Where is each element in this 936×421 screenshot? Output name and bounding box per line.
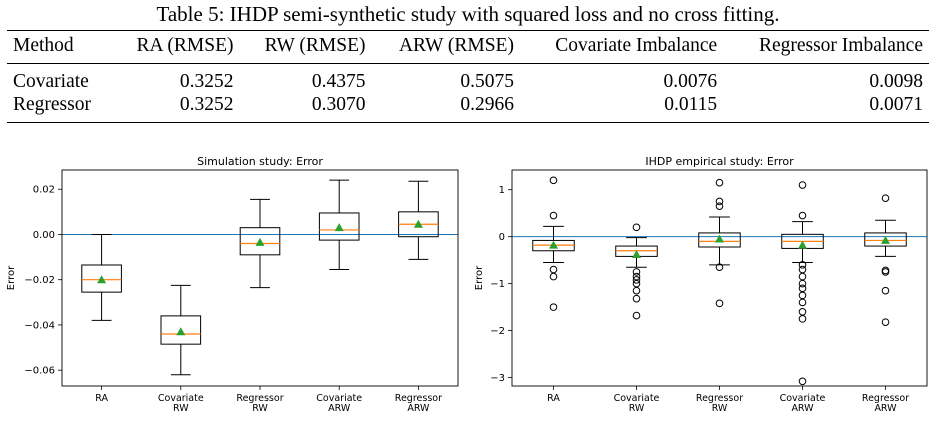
table-cell: 0.5075 [460, 71, 514, 92]
ihdp-empirical-boxplot: IHDP empirical study: Error Error 1 0 −1 −2 −3… [474, 155, 928, 414]
y-tick-label: −0.06 [24, 366, 55, 377]
outlier-point [798, 261, 807, 269]
table-cell: 0.0115 [519, 93, 724, 123]
outlier-point [632, 268, 641, 276]
outlier-point [881, 194, 890, 202]
outlier-point [798, 298, 807, 307]
box-iqr [160, 315, 202, 345]
x-tick-label: Regressor RW [236, 393, 283, 414]
table-cell: 0.3252 [179, 71, 234, 92]
mean-marker [255, 237, 265, 246]
outlier-point [632, 286, 641, 295]
y-tick-label: 0 [499, 232, 505, 243]
y-axis-label: Error [6, 265, 17, 290]
outlier-point [632, 223, 641, 232]
mean-marker [881, 235, 890, 244]
table-cell: 0.0098 [869, 71, 923, 92]
table-cell: 0.0076 [663, 71, 718, 92]
outlier-point [798, 291, 807, 300]
outlier-point [798, 315, 807, 323]
table-cell: 0.0071 [723, 93, 929, 123]
plot-frame [511, 169, 928, 387]
mean-marker [176, 327, 186, 336]
outlier-point [549, 211, 558, 220]
outlier-point [881, 286, 890, 295]
mean-marker [97, 275, 107, 284]
outlier-point [549, 272, 558, 281]
x-tick-label: RA [95, 393, 108, 404]
outlier-point [632, 276, 641, 284]
box-iqr [698, 232, 741, 248]
x-tick-label: Covariate ARW [316, 393, 362, 414]
table-cell: 0.2966 [371, 93, 520, 123]
col-header-ra: RA (RMSE) [112, 30, 240, 64]
table-row: Covariate 0.3252 0.4375 0.5075 0.0076 0.… [7, 64, 929, 94]
table-cell: 0.3070 [239, 93, 372, 123]
outlier-point [549, 176, 558, 185]
outlier-point [798, 308, 807, 316]
table-cell: 0.4375 [311, 71, 366, 92]
outlier-point [881, 268, 890, 276]
x-tick-label: RA [547, 393, 560, 404]
y-tick-label: −2 [490, 326, 505, 337]
outlier-point [715, 197, 724, 206]
y-tick-label: −0.02 [24, 275, 55, 286]
outlier-point [798, 284, 807, 293]
outlier-point [715, 202, 724, 210]
outlier-point [798, 272, 807, 281]
results-table: Method RA (RMSE) RW (RMSE) ARW (RMSE) Co… [7, 30, 929, 123]
outlier-point [715, 263, 724, 271]
y-axis-label: Error [474, 265, 485, 290]
outlier-point [549, 265, 558, 274]
outlier-point [798, 279, 807, 288]
outlier-point [881, 318, 890, 326]
outlier-point [715, 299, 724, 308]
outlier-point [798, 377, 807, 386]
col-header-rw: RW (RMSE) [239, 30, 372, 64]
simulation-study-boxplot: Simulation study: Error Error 0.02 0.00 −0.0… [6, 155, 459, 414]
box-iqr [864, 232, 907, 247]
y-tick-label: 0.02 [33, 185, 55, 196]
table-cell: Covariate [13, 71, 89, 92]
box-iqr [318, 212, 360, 241]
x-tick-label: Regressor ARW [862, 393, 909, 414]
y-tick-label: −1 [490, 279, 505, 290]
y-tick-label: 0.00 [33, 230, 55, 241]
col-header-covariate-imbalance: Covariate Imbalance [519, 30, 724, 64]
col-header-arw: ARW (RMSE) [371, 30, 520, 64]
chart-title: Simulation study: Error [197, 155, 323, 168]
x-tick-label: Covariate RW [614, 393, 660, 414]
x-tick-label: Covariate ARW [780, 393, 826, 414]
outlier-point [798, 265, 807, 274]
y-tick-label: −0.04 [24, 320, 55, 331]
x-tick-label: Regressor ARW [395, 393, 442, 414]
table-cell: Regressor [7, 93, 113, 123]
table-cell: 0.3252 [112, 93, 240, 123]
table-row: Regressor 0.3252 0.3070 0.2966 0.0115 0.… [7, 93, 929, 123]
chart-title: IHDP empirical study: Error [645, 155, 794, 168]
y-tick-label: −3 [490, 373, 505, 384]
mean-marker [334, 223, 344, 232]
table-header-row: Method RA (RMSE) RW (RMSE) ARW (RMSE) Co… [7, 30, 929, 64]
table-caption: Table 5: IHDP semi-synthetic study with … [156, 2, 780, 26]
plot-frame [61, 169, 459, 387]
outlier-point [798, 181, 807, 189]
mean-marker [549, 240, 558, 249]
outlier-point [798, 211, 807, 220]
outlier-point [632, 311, 641, 320]
outlier-point [715, 178, 724, 187]
mean-marker [715, 234, 724, 243]
mean-marker [798, 240, 807, 249]
x-tick-label: Covariate RW [158, 393, 204, 414]
box-iqr [239, 227, 281, 256]
col-header-regressor-imbalance: Regressor Imbalance [723, 30, 929, 64]
outlier-point [632, 294, 641, 303]
box-iqr [81, 264, 122, 293]
outlier-point [549, 303, 558, 311]
mean-marker [632, 250, 641, 259]
mean-marker [413, 219, 423, 228]
col-header-method: Method [7, 30, 113, 64]
x-tick-label: Regressor RW [696, 393, 743, 414]
y-tick-label: 1 [499, 185, 505, 196]
